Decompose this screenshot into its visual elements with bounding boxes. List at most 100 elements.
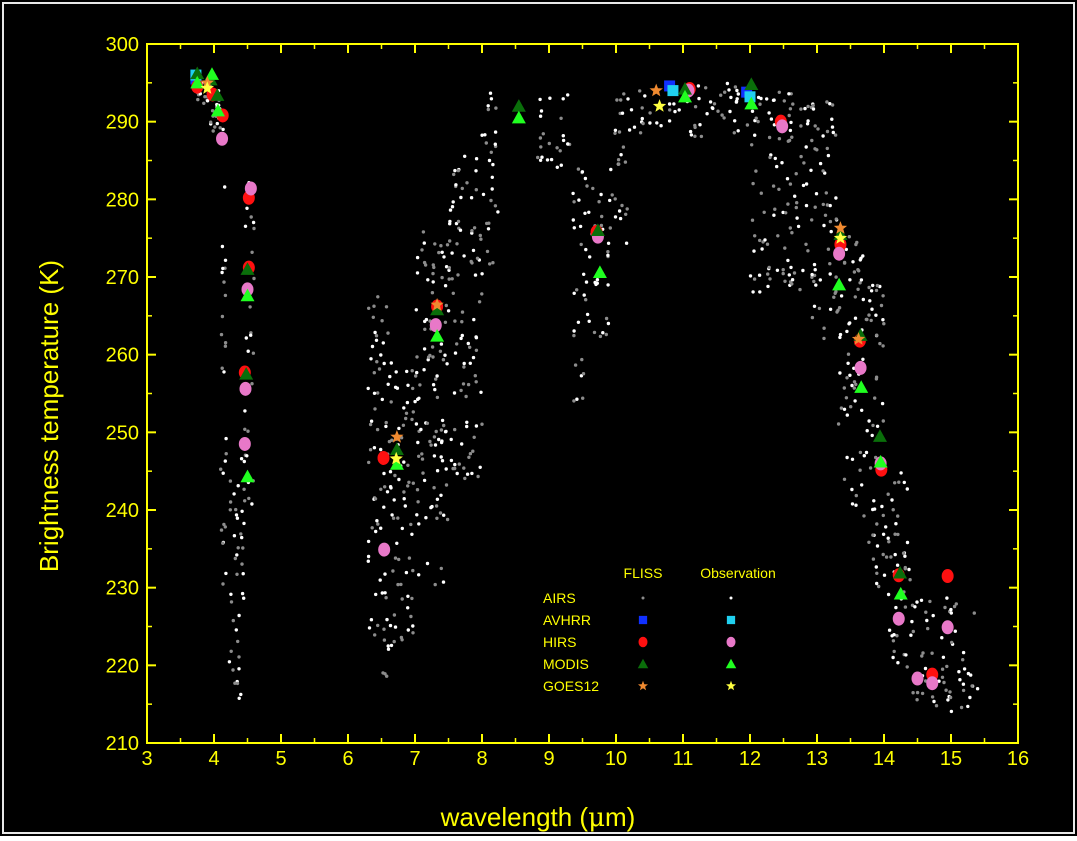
x-tick-label: 16 (1007, 748, 1029, 770)
airs-observation-point (454, 183, 458, 187)
airs-observation-point (442, 513, 446, 517)
airs-fliss-point (732, 131, 736, 135)
airs-fliss-point (411, 481, 415, 485)
airs-observation-point (839, 294, 844, 298)
airs-fliss-point (434, 504, 439, 508)
airs-observation-point (417, 522, 421, 526)
airs-fliss-point (812, 279, 816, 284)
modis-observation-marker (240, 288, 255, 302)
airs-observation-point (733, 119, 737, 123)
airs-fliss-point (833, 291, 837, 295)
hirs-observation-marker (238, 436, 251, 451)
airs-fliss-point (196, 97, 200, 102)
airs-observation-point (588, 255, 592, 259)
x-tick-label: 15 (940, 748, 962, 770)
airs-observation-point (478, 465, 482, 469)
airs-fliss-point (416, 500, 420, 504)
airs-fliss-point (234, 507, 238, 512)
airs-observation-point (440, 418, 445, 423)
x-tick-label: 11 (673, 748, 694, 770)
airs-observation-point (949, 611, 953, 615)
airs-observation-point (488, 91, 493, 95)
airs-observation-point (490, 175, 494, 179)
airs-observation-point (373, 330, 377, 335)
airs-observation-point (232, 492, 236, 496)
legend-label-modis: MODIS (543, 656, 589, 672)
airs-fliss-point (488, 262, 492, 266)
airs-fliss-point (832, 295, 836, 299)
hirs-observation-marker (239, 381, 252, 396)
modis-observation-marker (211, 103, 226, 117)
airs-fliss-point (438, 511, 443, 515)
airs-observation-point (599, 192, 603, 197)
airs-observation-point (969, 673, 973, 677)
airs-observation-point (369, 419, 374, 423)
airs-fliss-point (777, 90, 781, 95)
airs-fliss-point (788, 182, 793, 186)
airs-fliss-point (231, 668, 235, 672)
airs-fliss-point (469, 259, 473, 264)
airs-observation-point (975, 687, 980, 691)
airs-fliss-point (579, 242, 583, 247)
airs-observation-point (845, 455, 849, 460)
airs-fliss-point (856, 287, 860, 291)
airs-observation-point (769, 117, 774, 121)
airs-observation-point (397, 477, 401, 482)
airs-observation-point (655, 121, 659, 125)
airs-observation-point (867, 419, 871, 423)
airs-observation-point (415, 513, 419, 517)
airs-fliss-point (828, 219, 833, 224)
airs-observation-point (227, 660, 232, 664)
airs-observation-point (850, 502, 855, 506)
airs-observation-point (384, 424, 388, 429)
modis-fliss-marker (240, 262, 255, 275)
airs-fliss-point (625, 207, 629, 211)
airs-observation-point (382, 505, 386, 509)
goes12-observation-marker (200, 81, 214, 94)
airs-observation-point (422, 347, 427, 351)
goes12-observation-marker (652, 99, 667, 112)
airs-fliss-point (592, 330, 597, 335)
airs-observation-point (460, 442, 464, 446)
airs-observation-point (465, 472, 470, 476)
airs-fliss-point (790, 282, 794, 286)
airs-fliss-point (892, 649, 896, 654)
airs-observation-point (880, 401, 885, 406)
airs-observation-point (859, 278, 864, 282)
airs-fliss-point (837, 306, 842, 310)
airs-observation-point (236, 484, 240, 488)
hirs-fliss-marker (377, 450, 390, 465)
airs-fliss-point (229, 600, 234, 604)
legend-marker-observation-modis (725, 658, 737, 669)
airs-fliss-point (437, 250, 441, 255)
airs-observation-point (923, 666, 928, 671)
airs-observation-point (491, 162, 495, 167)
airs-fliss-point (613, 197, 617, 201)
airs-observation-point (750, 109, 755, 114)
airs-observation-point (435, 374, 439, 378)
airs-observation-point (474, 424, 479, 428)
airs-observation-point (538, 158, 543, 162)
airs-fliss-point (433, 242, 437, 246)
airs-fliss-point (865, 317, 869, 322)
airs-observation-point (871, 283, 875, 288)
airs-fliss-point (768, 155, 772, 160)
airs-observation-point (968, 695, 972, 700)
modis-fliss-marker (590, 223, 605, 236)
airs-observation-point (417, 573, 421, 577)
airs-fliss-point (430, 291, 435, 295)
airs-observation-point (894, 605, 898, 610)
airs-fliss-point (817, 306, 822, 311)
airs-fliss-point (825, 100, 829, 104)
goes12-observation-marker (389, 451, 403, 465)
modis-observation-marker (240, 469, 255, 483)
airs-observation-point (903, 554, 907, 558)
airs-observation-point (415, 271, 420, 275)
airs-fliss-point (468, 452, 473, 456)
airs-observation-point (865, 429, 869, 433)
airs-observation-point (880, 504, 884, 509)
airs-observation-point (561, 134, 565, 138)
airs-observation-point (366, 554, 371, 559)
airs-observation-point (411, 624, 415, 628)
